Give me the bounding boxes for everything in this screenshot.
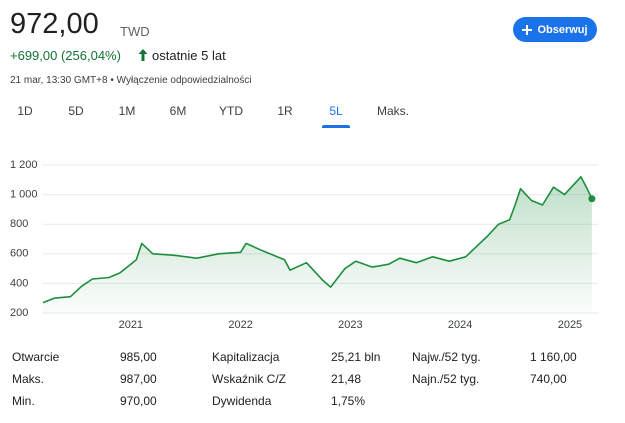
stat-label: Wskaźnik C/Z [212, 372, 287, 386]
y-tick-label: 1 000 [10, 189, 38, 201]
stat-value: 1,75% [331, 394, 366, 408]
tab[interactable]: 5D [68, 104, 84, 118]
y-tick-label: 800 [10, 218, 28, 230]
tab[interactable]: 5L [329, 104, 343, 118]
timestamp: 21 mar, 13:30 GMT+8 • Wyłączenie odpowie… [10, 75, 252, 86]
y-tick-label: 200 [10, 307, 28, 319]
x-tick-label: 2021 [119, 319, 143, 331]
stat-label: Maks. [12, 372, 45, 386]
y-tick-label: 600 [10, 248, 28, 260]
x-tick-label: 2024 [448, 319, 472, 331]
stat-value: 1 160,00 [530, 350, 577, 364]
tab[interactable]: 1D [17, 104, 33, 118]
chart: 1 200 1 000 800 600 400 200 2021 2022 2023 2024 20… [10, 159, 598, 331]
tab[interactable]: 1M [118, 104, 136, 118]
tab-indicator [322, 125, 350, 128]
last-point [588, 195, 596, 203]
stat-label: Kapitalizacja [212, 350, 280, 364]
y-tick-label: 400 [10, 277, 28, 289]
price-line [42, 176, 593, 304]
stat-value: 987,00 [120, 372, 157, 386]
stat-value: 25,21 bln [331, 350, 381, 364]
x-tick-label: 2025 [558, 319, 582, 331]
stat-label: Dywidenda [212, 394, 272, 408]
x-tick-label: 2022 [228, 319, 252, 331]
plus-icon [522, 24, 533, 35]
stat-label: Otwarcie [12, 350, 60, 364]
tab[interactable]: 1R [277, 104, 293, 118]
tab[interactable]: YTD [219, 104, 243, 118]
follow-button[interactable]: Obserwuj [513, 17, 597, 42]
tab[interactable]: 6M [169, 104, 187, 118]
stat-label: Najw./52 tyg. [412, 350, 481, 364]
y-tick-label: 1 200 [10, 159, 38, 171]
button-label: Obserwuj [537, 23, 588, 36]
tab[interactable]: Maks. [376, 104, 410, 118]
change: +699,00 (256,04%) [10, 48, 121, 63]
stat-label: Najn./52 tyg. [412, 372, 480, 386]
stat-value: 985,00 [120, 350, 157, 364]
area [43, 176, 592, 313]
stat-value: 970,00 [120, 394, 157, 408]
period: ostatnie 5 lat [152, 48, 226, 63]
up-arrow [138, 49, 148, 61]
stat-value: 740,00 [530, 372, 567, 386]
x-tick-label: 2023 [338, 319, 362, 331]
stat-value: 21,48 [331, 372, 362, 386]
currency: TWD [120, 24, 150, 39]
stat-label: Min. [12, 394, 35, 408]
price: 972,00 [10, 8, 99, 40]
